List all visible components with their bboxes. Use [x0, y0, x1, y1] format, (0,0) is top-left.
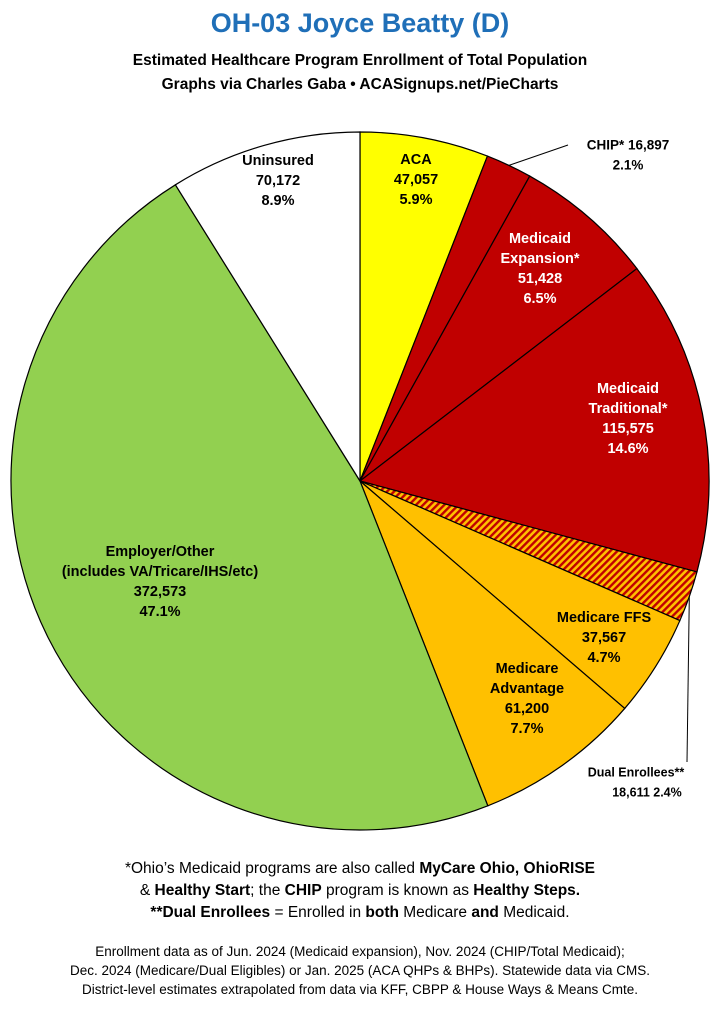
slice-medicaid-traditional	[358, 267, 710, 573]
label-medicaid-traditional-line-1: Medicaid	[597, 381, 659, 397]
source-line-1: Enrollment data as of Jun. 2024 (Medicai…	[95, 944, 625, 959]
slice-aca	[359, 131, 489, 482]
source-line-3: District-level estimates extrapolated fr…	[82, 982, 638, 997]
footnotes: *Ohio’s Medicaid programs are also calle…	[0, 858, 720, 924]
label-medicare-advantage-line-3: 61,200	[505, 701, 549, 717]
slice-labels: ACA 47,057 5.9% CHIP* 16,897 2.1% Medicaid Exp…	[62, 138, 685, 800]
slice-employer-other	[10, 183, 489, 831]
label-employer-other-line-1: Employer/Other	[106, 544, 215, 560]
label-medicaid-expansion-line-4: 6.5%	[523, 291, 556, 307]
pie-slices	[10, 131, 710, 831]
label-employer-other-line-4: 47.1%	[139, 604, 180, 620]
slice-medicare-advantage	[359, 480, 626, 807]
data-sources: Enrollment data as of Jun. 2024 (Medicai…	[0, 942, 720, 999]
label-medicare-ffs-line-3: 4.7%	[587, 650, 620, 666]
label-medicaid-traditional-line-4: 14.6%	[607, 441, 648, 457]
label-medicaid-traditional-line-2: Traditional*	[589, 401, 668, 417]
chart-subtitle: Estimated Healthcare Program Enrollment …	[132, 52, 588, 69]
chart-credit: Graphs via Charles Gaba • ACASignups.net…	[161, 76, 559, 93]
label-employer-other-line-3: 372,573	[134, 584, 186, 600]
label-employer-other-line-2: (includes VA/Tricare/IHS/etc)	[62, 564, 259, 580]
label-aca-line-1: ACA	[400, 152, 432, 168]
leader-line-chip	[508, 144, 569, 166]
label-medicare-ffs-line-2: 37,567	[582, 630, 626, 646]
leader-lines	[508, 144, 690, 763]
pie-chart: ACA 47,057 5.9% CHIP* 16,897 2.1% Medicaid Exp…	[10, 131, 710, 831]
label-chip-line-1: CHIP* 16,897	[587, 138, 670, 153]
footnote-dual-enrollees: **Dual Enrollees = Enrolled in both Medi…	[150, 904, 570, 921]
label-medicaid-expansion-line-1: Medicaid	[509, 231, 571, 247]
label-medicare-advantage-line-4: 7.7%	[510, 721, 543, 737]
label-chip-line-2: 2.1%	[613, 158, 644, 173]
label-aca-line-2: 47,057	[394, 172, 438, 188]
footnote-medicaid-names: *Ohio’s Medicaid programs are also calle…	[124, 860, 596, 877]
label-medicare-advantage-line-1: Medicare	[496, 661, 559, 677]
slice-medicaid-expansion	[359, 175, 638, 482]
label-dual-enrollees-line-2: 18,611 2.4%	[612, 785, 682, 799]
label-medicaid-expansion-line-3: 51,428	[518, 271, 562, 287]
leader-line-dual-enrollees	[686, 596, 690, 763]
label-uninsured-line-3: 8.9%	[261, 193, 294, 209]
label-medicare-ffs-line-1: Medicare FFS	[557, 610, 652, 626]
label-dual-enrollees-line-1: Dual Enrollees**	[588, 765, 685, 779]
label-uninsured-line-1: Uninsured	[242, 153, 314, 169]
label-medicaid-expansion-line-2: Expansion*	[501, 251, 580, 267]
source-line-2: Dec. 2024 (Medicare/Dual Eligibles) or J…	[70, 963, 650, 978]
label-uninsured-line-2: 70,172	[256, 173, 300, 189]
label-aca-line-3: 5.9%	[399, 192, 432, 208]
slice-uninsured	[174, 131, 361, 484]
label-medicaid-traditional-line-3: 115,575	[602, 421, 654, 437]
label-medicare-advantage-line-2: Advantage	[490, 681, 564, 697]
chart-title: OH-03 Joyce Beatty (D)	[210, 8, 510, 38]
footnote-chip-name: & Healthy Start; the CHIP program is kno…	[139, 882, 581, 899]
